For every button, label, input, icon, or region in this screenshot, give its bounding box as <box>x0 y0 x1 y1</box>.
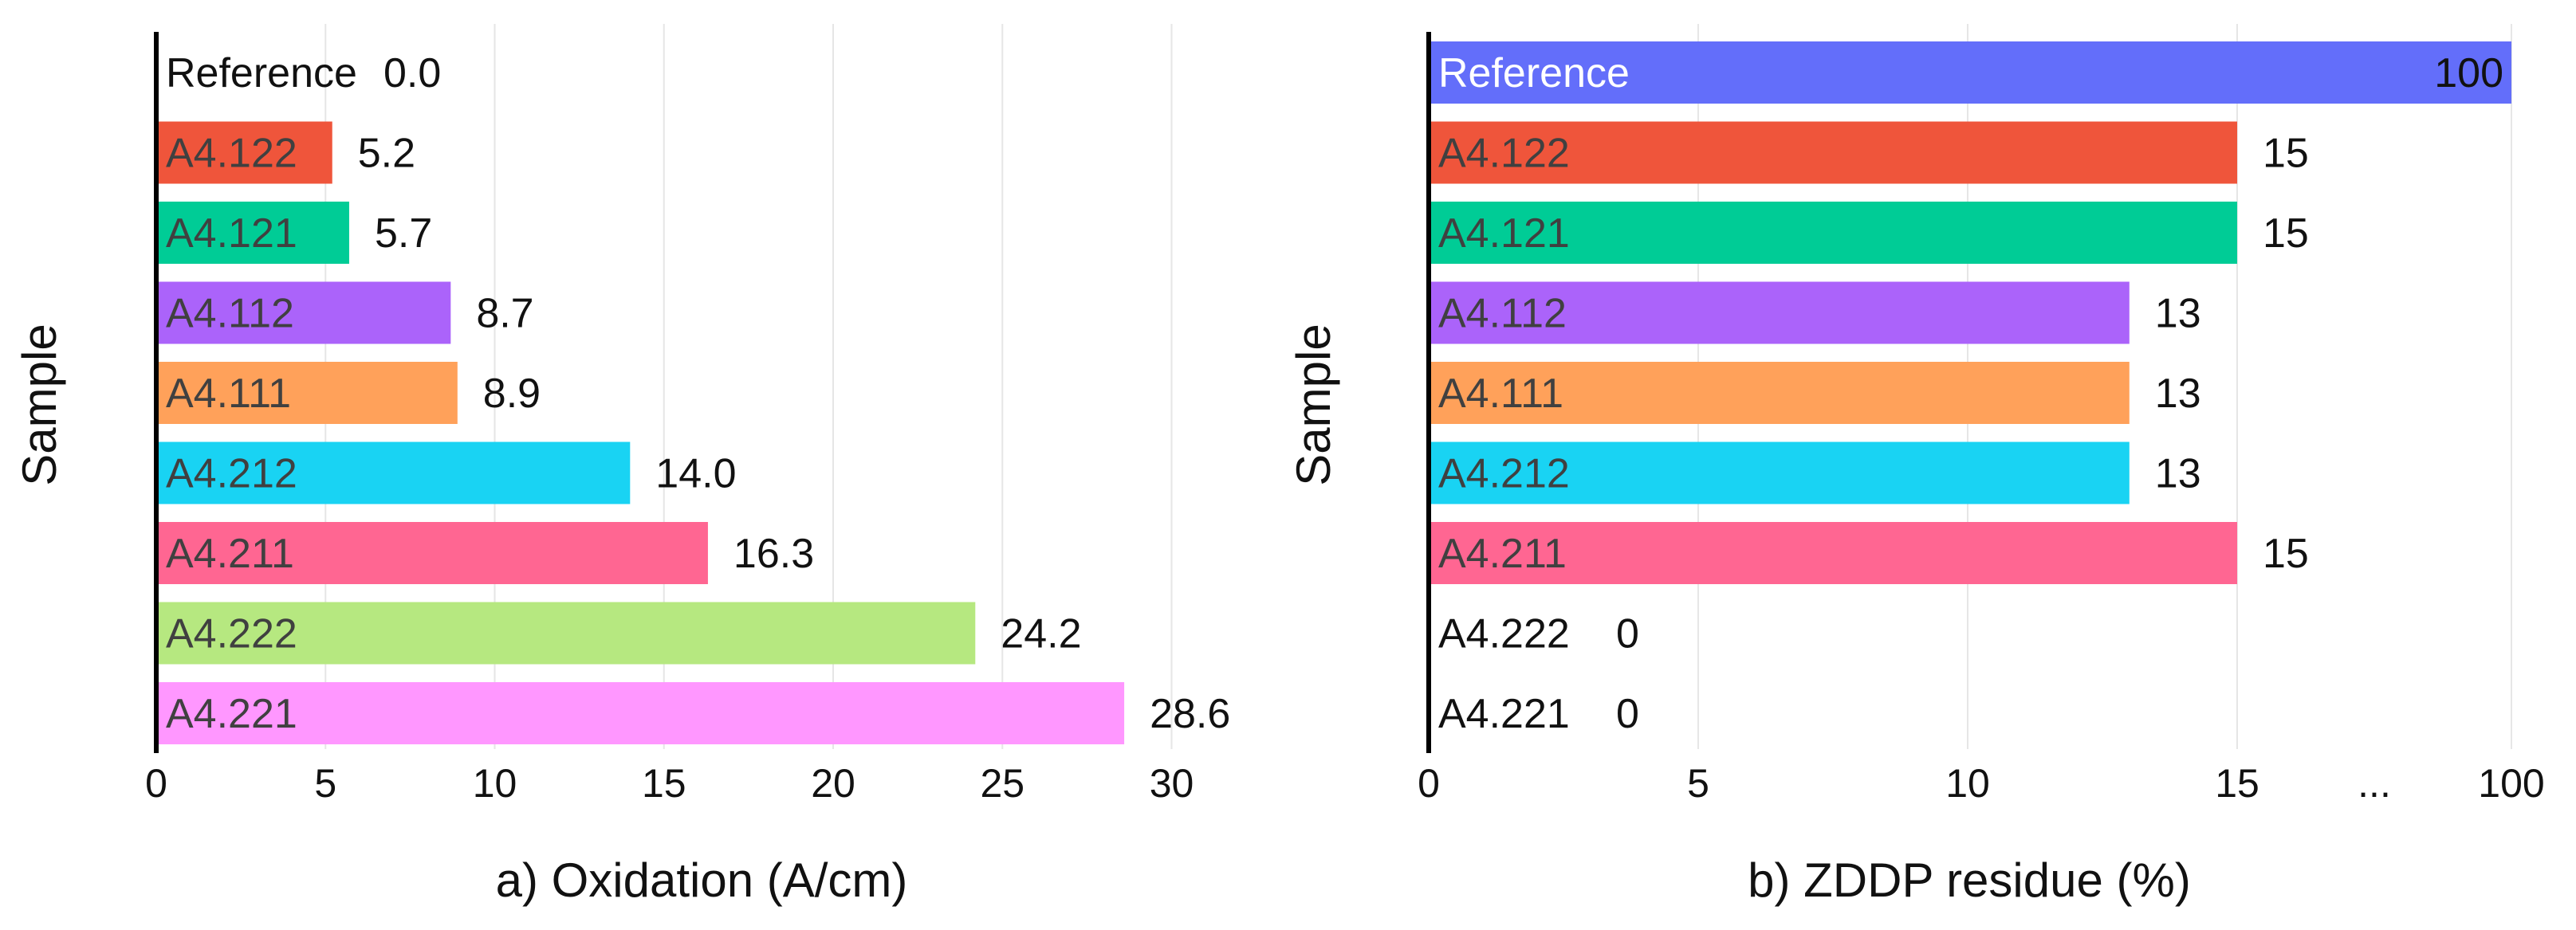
bar-category-label: A4.122 <box>1438 131 1570 177</box>
x-tick-label: 30 <box>1150 761 1194 806</box>
bar-a4-212 <box>1429 441 2130 504</box>
x-tick-label: ... <box>2358 761 2391 806</box>
x-tick-label: 15 <box>642 761 686 806</box>
bar-value-label: 24.2 <box>1001 611 1081 657</box>
x-tick-label: 20 <box>811 761 855 806</box>
bar-category-label: A4.222 <box>166 611 297 657</box>
bar-value-label: 5.7 <box>375 210 432 257</box>
bar-value-label: 28.6 <box>1150 691 1230 737</box>
x-axis-title: a) Oxidation (A/cm) <box>496 853 908 907</box>
bar-category-label: A4.211 <box>1438 531 1567 577</box>
bar-category-label: A4.111 <box>166 371 291 417</box>
bar-a4-112 <box>156 281 451 344</box>
bar-a4-112 <box>1429 281 2130 344</box>
bar-value-label: 100 <box>2434 50 2503 96</box>
bar-value-label: 8.9 <box>483 371 541 417</box>
bar-a4-221 <box>156 682 1125 744</box>
bar-category-label: A4.122 <box>166 131 297 177</box>
bar-category-label: Reference <box>166 50 357 96</box>
x-tick-label: 25 <box>980 761 1025 806</box>
x-tick-label: 0 <box>1418 761 1440 806</box>
bar-value-label: 15 <box>2263 210 2309 257</box>
chart-panel-1: Reference 0.0 A4.122 5.2 A4.121 5.7 A4.112 8.7 A… <box>13 24 1230 907</box>
bar-a4-121 <box>156 202 349 264</box>
bar-category-label: A4.222 <box>1438 611 1570 657</box>
bar-a4-111 <box>156 362 458 424</box>
bar-a4-212 <box>156 441 631 504</box>
x-tick-label: 5 <box>314 761 336 806</box>
bar-category-label: A4.221 <box>166 691 297 737</box>
bar-value-label: 15 <box>2263 131 2309 177</box>
bar-category-label: Reference <box>1438 50 1630 96</box>
bar-category-label: A4.112 <box>166 291 294 337</box>
x-tick-label: 10 <box>1945 761 1990 806</box>
bar-category-label: A4.211 <box>166 531 294 577</box>
x-axis-title: b) ZDDP residue (%) <box>1748 853 2191 907</box>
bar-a4-111 <box>1429 362 2130 424</box>
bar-value-label: 13 <box>2155 451 2201 497</box>
bar-value-label: 16.3 <box>733 531 814 577</box>
bar-value-label: 13 <box>2155 371 2201 417</box>
y-axis-title: Sample <box>13 324 66 485</box>
x-tick-label: 15 <box>2215 761 2259 806</box>
bar-value-label: 5.2 <box>358 131 415 177</box>
bar-category-label: A4.111 <box>1438 371 1563 417</box>
x-tick-label: 5 <box>1687 761 1709 806</box>
bar-a4-211 <box>1429 522 2237 584</box>
bar-a4-121 <box>1429 202 2237 264</box>
bar-category-label: A4.121 <box>166 210 297 257</box>
x-tick-label: 0 <box>145 761 167 806</box>
bar-value-label: 0 <box>1616 611 1639 657</box>
bar-a4-222 <box>156 602 976 665</box>
bar-category-label: A4.212 <box>166 451 297 497</box>
bar-category-label: A4.121 <box>1438 210 1570 257</box>
bar-category-label: A4.112 <box>1438 291 1567 337</box>
bar-a4-122 <box>156 121 332 184</box>
x-tick-label: 10 <box>473 761 517 806</box>
y-axis-title: Sample <box>1287 324 1340 485</box>
bar-value-label: 0.0 <box>383 50 441 96</box>
bar-a4-122 <box>1429 121 2237 184</box>
bar-a4-211 <box>156 522 708 584</box>
bar-value-label: 0 <box>1616 691 1639 737</box>
bar-value-label: 14.0 <box>655 451 736 497</box>
bar-value-label: 8.7 <box>476 291 533 337</box>
bar-value-label: 13 <box>2155 291 2201 337</box>
bar-category-label: A4.212 <box>1438 451 1570 497</box>
bar-value-label: 15 <box>2263 531 2309 577</box>
bar-reference <box>1429 41 2511 104</box>
bar-category-label: A4.221 <box>1438 691 1570 737</box>
x-tick-label: 100 <box>2478 761 2544 806</box>
